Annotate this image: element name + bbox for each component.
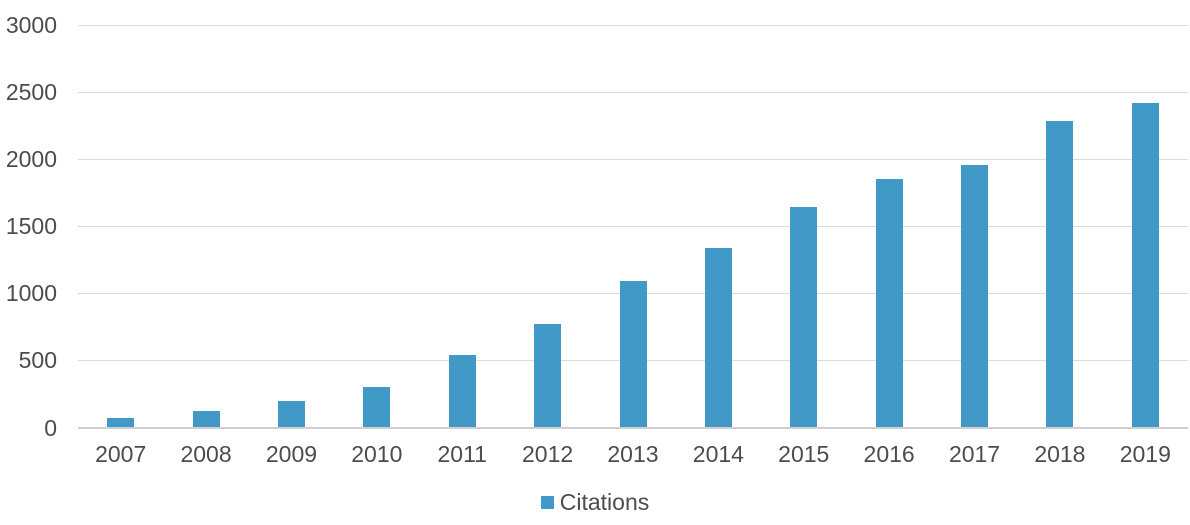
gridline bbox=[78, 91, 1188, 93]
y-tick-label: 500 bbox=[18, 347, 57, 374]
legend-swatch-icon bbox=[540, 496, 554, 509]
x-tick-label: 2014 bbox=[692, 441, 744, 467]
x-tick-label: 2007 bbox=[95, 441, 147, 467]
gridline bbox=[78, 24, 1188, 26]
legend-label: Citations bbox=[559, 489, 650, 515]
x-tick-label: 2008 bbox=[180, 441, 232, 467]
bar-2019 bbox=[1131, 103, 1159, 428]
bar-2016 bbox=[875, 179, 903, 428]
x-tick-label: 2017 bbox=[948, 441, 1001, 467]
y-tick-label: 3000 bbox=[5, 12, 57, 38]
bar-2014 bbox=[704, 247, 732, 428]
y-tick-label: 2500 bbox=[5, 79, 57, 106]
bar-2008 bbox=[192, 410, 220, 428]
x-tick-label: 2012 bbox=[522, 441, 574, 467]
bar-2007 bbox=[107, 418, 135, 428]
x-tick-label: 2010 bbox=[351, 441, 403, 467]
x-axis-line bbox=[78, 426, 1188, 429]
y-tick-label: 1000 bbox=[5, 280, 57, 307]
x-tick-label: 2009 bbox=[265, 441, 318, 467]
bar-2013 bbox=[619, 280, 647, 428]
gridline bbox=[78, 158, 1188, 160]
x-tick-label: 2011 bbox=[437, 441, 487, 467]
bar-2012 bbox=[534, 323, 562, 428]
bar-2010 bbox=[363, 386, 391, 428]
x-tick-label: 2015 bbox=[778, 441, 830, 467]
x-tick-label: 2019 bbox=[1119, 441, 1171, 467]
gridline bbox=[78, 225, 1188, 227]
legend: Citations bbox=[0, 490, 1190, 515]
x-tick-label: 2018 bbox=[1034, 441, 1086, 467]
y-tick-label: 2000 bbox=[5, 146, 57, 173]
bar-2017 bbox=[961, 165, 989, 428]
bar-2015 bbox=[790, 206, 818, 428]
x-tick-label: 2016 bbox=[863, 441, 915, 467]
y-tick-label: 1500 bbox=[5, 213, 57, 240]
y-tick-label: 0 bbox=[44, 414, 57, 441]
bar-2009 bbox=[277, 400, 305, 428]
bar-2018 bbox=[1046, 120, 1074, 428]
bar-2011 bbox=[448, 355, 476, 428]
x-tick-label: 2013 bbox=[607, 441, 659, 467]
